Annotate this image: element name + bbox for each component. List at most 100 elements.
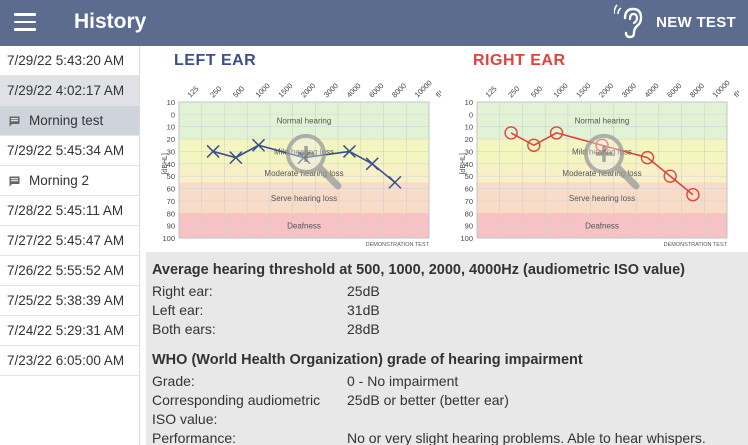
menu-icon[interactable] [14, 13, 36, 31]
point-stroke [365, 157, 379, 171]
x-tick-label: 4000 [643, 81, 661, 99]
data-point [388, 175, 402, 189]
row-key: Performance: [152, 430, 237, 445]
data-point [595, 138, 609, 152]
who-heading: WHO (World Health Organization) grade of… [152, 352, 583, 368]
row-key: Grade: [152, 373, 195, 389]
history-item-label: 7/23/22 6:05:00 AM [7, 353, 125, 368]
who-row: Grade: 0 - No impairment [152, 372, 742, 391]
history-item-label: 7/29/22 4:02:17 AM [7, 83, 125, 98]
zone-label: Serve hearing loss [271, 194, 337, 203]
y-tick-label: 40 [167, 160, 175, 169]
history-item[interactable]: 7/24/22 5:29:31 AM [0, 316, 139, 346]
point-stroke [252, 138, 266, 152]
data-point [640, 150, 655, 165]
data-point [365, 157, 379, 171]
y-tick-label: 0 [171, 110, 175, 119]
y-tick-label: 30 [465, 147, 473, 156]
zone-label: Deafness [585, 222, 619, 231]
right-ear-title: RIGHT EAR [473, 52, 566, 69]
y-tick-label: 40 [465, 160, 473, 169]
zone-band [477, 102, 727, 140]
new-test-label: NEW TEST [656, 13, 736, 31]
history-item[interactable]: 7/29/22 4:02:17 AM [0, 76, 139, 106]
y-tick-label: 20 [167, 135, 175, 144]
history-item[interactable]: 7/28/22 5:45:11 AM [0, 196, 139, 226]
data-point [504, 126, 518, 140]
y-tick-label: 60 [465, 185, 473, 194]
average-row: Left ear: 31dB [152, 301, 742, 320]
history-item-label: Morning 2 [29, 172, 90, 188]
history-note[interactable]: Morning 2 [0, 166, 139, 196]
row-value: No or very slight hearing problems. Able… [347, 430, 706, 445]
x-tick-label: 1500 [574, 81, 592, 99]
who-row: Performance: No or very slight hearing pr… [152, 429, 742, 445]
chart-footer: DEMONSTRATION TEST [664, 242, 728, 246]
page-title: History [74, 10, 147, 33]
y-tick-label: 10 [167, 98, 175, 107]
row-key: Right ear: [152, 283, 213, 299]
zone-label: Normal hearing [277, 117, 332, 126]
y-tick-label: 60 [167, 185, 175, 194]
history-item[interactable]: 7/29/22 5:43:20 AM [0, 46, 139, 76]
history-note[interactable]: Morning test [0, 106, 139, 136]
history-item[interactable]: 7/26/22 5:55:52 AM [0, 256, 139, 286]
data-point [527, 138, 541, 152]
history-item[interactable]: 7/23/22 6:05:00 AM [0, 346, 139, 376]
y-tick-label: 0 [469, 110, 473, 119]
history-item-label: 7/28/22 5:45:11 AM [7, 203, 124, 218]
zone-band [179, 182, 429, 214]
zoom-icon [584, 133, 640, 190]
average-heading: Average hearing threshold at 500, 1000, … [152, 262, 685, 278]
x-tick-label: 2000 [299, 81, 317, 99]
x-tick-label: 1000 [254, 81, 272, 99]
y-tick-label: 10 [465, 98, 473, 107]
history-item-label: 7/27/22 5:45:47 AM [7, 233, 125, 248]
x-tick-label: 6000 [367, 81, 385, 99]
x-tick-label: 1000 [552, 81, 570, 99]
point-stroke [206, 144, 220, 158]
zone-label: Mild hearing loss [274, 147, 334, 156]
x-tick-label: 2000 [597, 81, 615, 99]
x-tick-label: 8000 [688, 81, 706, 99]
history-item[interactable]: 7/29/22 5:45:34 AM [0, 136, 139, 166]
history-item-label: 7/24/22 5:29:31 AM [7, 323, 125, 338]
zone-label: Serve hearing loss [569, 194, 635, 203]
left-ear-title: LEFT EAR [174, 52, 257, 69]
history-item[interactable]: 7/25/22 5:38:39 AM [0, 286, 139, 316]
data-point [252, 138, 266, 152]
point-stroke [342, 144, 356, 158]
y-tick-label: 80 [465, 209, 473, 218]
x-tick-label: 1500 [276, 81, 294, 99]
y-axis-label: [dBHL] [460, 153, 467, 174]
x-tick-label: 3000 [620, 81, 638, 99]
comment-icon [9, 176, 20, 186]
history-item-label: 7/26/22 5:55:52 AM [7, 263, 125, 278]
data-point [229, 151, 243, 165]
x-tick-label: 10000 [711, 78, 732, 99]
data-point [663, 169, 677, 183]
x-tick-label: 125 [483, 84, 498, 99]
row-value: 0 - No impairment [347, 373, 459, 389]
history-item[interactable]: 7/27/22 5:45:47 AM [0, 226, 139, 256]
x-tick-label: 500 [231, 84, 246, 99]
data-point [686, 188, 700, 202]
zone-band [179, 102, 429, 140]
y-tick-label: 100 [162, 234, 175, 243]
x-tick-label: 3000 [322, 81, 340, 99]
plot-frame [178, 101, 430, 239]
y-tick-label: 50 [465, 172, 473, 181]
x-tick-label: f[Hz] [732, 82, 739, 99]
series-line [510, 132, 694, 196]
y-tick-label: 20 [465, 135, 473, 144]
comment-icon [9, 116, 20, 126]
point-stroke [388, 175, 402, 189]
y-axis-label: [dBHL] [162, 153, 169, 174]
new-test-button[interactable]: NEW TEST [614, 4, 736, 40]
x-tick-label: 6000 [665, 81, 683, 99]
ear-icon [614, 4, 643, 39]
zoom-icon [286, 133, 342, 190]
